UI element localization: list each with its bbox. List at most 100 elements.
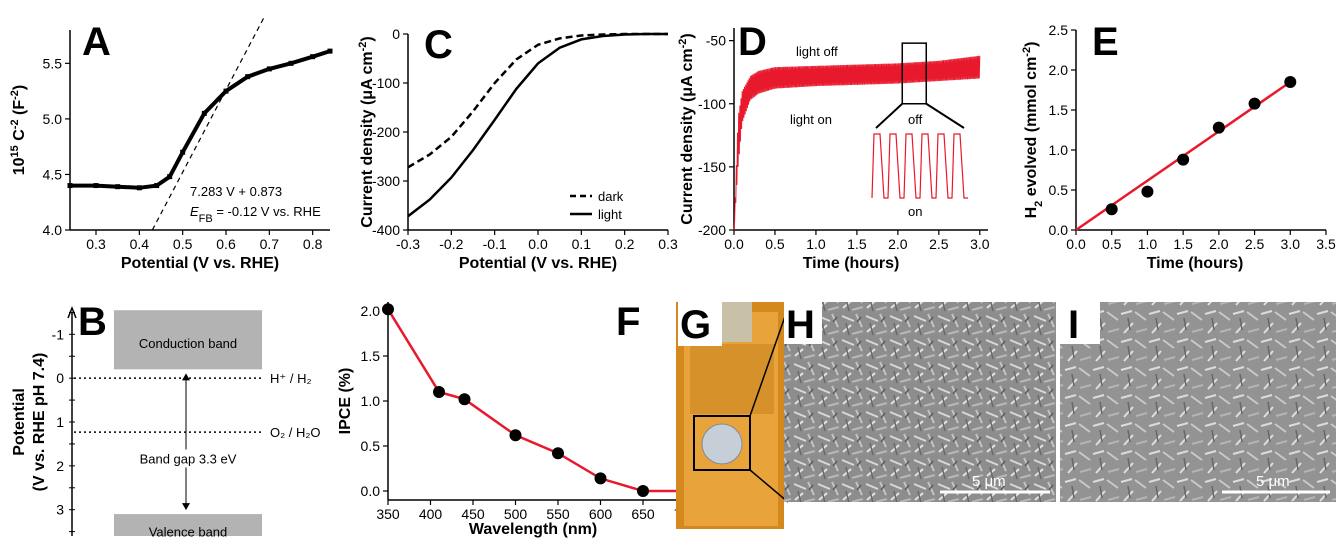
chart-a-ylabel-part-3: -2: [9, 119, 21, 129]
chart-d-xlabel: Time (hours): [803, 255, 900, 272]
chart-d-x-tick-label-2: 1.0: [806, 236, 826, 252]
chart-a-point-4: [154, 183, 160, 189]
chart-f-x-tick-label-1: 400: [419, 506, 443, 522]
chart-b-valence-label: Valence band: [149, 525, 228, 538]
chart-a-point-9: [245, 74, 251, 80]
sem-h-label-bg: [784, 302, 822, 344]
photo-g-electrode: [701, 423, 743, 465]
sem-i-scale-label: 5 μm: [1256, 473, 1290, 490]
panel-letter-d: D: [738, 20, 767, 64]
chart-b-h-label: H⁺ / H₂: [270, 371, 312, 386]
chart-c-ylabel: Current density (μA cm-2): [357, 36, 376, 227]
chart-f-ylabel: IPCE (%): [337, 368, 354, 435]
chart-a-efb-part-0: E: [190, 204, 199, 219]
chart-d-ylabel-part-2: ): [679, 33, 696, 38]
chart-a-y-tick-label-2: 5.0: [43, 111, 63, 127]
chart-c-legend-label-dark: dark: [598, 189, 624, 204]
chart-c-x-tick-label-5: 0.2: [615, 236, 635, 252]
chart-b-conduction-band: [114, 310, 262, 370]
chart-c-x-tick-label-3: 0.0: [528, 236, 548, 252]
chart-e-y-tick-label-5: 2.5: [1049, 22, 1069, 38]
chart-e-ylabel-part-3: -2: [1021, 47, 1033, 57]
chart-c-x-tick-label-6: 0.3: [658, 236, 678, 252]
chart-e-y-tick-label-3: 1.5: [1049, 102, 1069, 118]
photo-g-inset-box: [693, 415, 751, 471]
chart-e-x-tick-label-3: 1.5: [1173, 236, 1193, 252]
chart-f-x-tick-label-5: 600: [589, 506, 613, 522]
chart-c-legend-label-light: light: [598, 207, 622, 222]
chart-b-valence-band: [114, 514, 262, 536]
chart-c-x-tick-label-2: -0.1: [483, 236, 507, 252]
chart-a-x-tick-label-3: 0.6: [216, 236, 236, 252]
chart-b-y-axis-arrow: [67, 305, 77, 319]
chart-c-ylabel-part-1: -2: [357, 42, 369, 52]
chart-a-y-tick-label-3: 5.5: [43, 55, 63, 71]
chart-e-x-tick-label-0: 0.0: [1066, 236, 1086, 252]
chart-b-y-tick-label-4: 3: [56, 502, 64, 518]
sem-image-h: H 5 μm: [784, 302, 1056, 502]
chart-e-x-tick-label-5: 2.5: [1245, 236, 1265, 252]
chart-a-efb-part-1: FB: [199, 213, 213, 225]
chart-f-point-5: [594, 472, 607, 485]
chart-f-point-1: [433, 386, 445, 398]
chart-d-x-tick-label-4: 2.0: [888, 236, 908, 252]
chart-d-ylabel-part-0: Current density (μA cm: [679, 48, 696, 224]
panel-letter-b: B: [78, 300, 107, 344]
chart-d-zoom-box: [901, 42, 928, 105]
chart-d-ylabel: Current density (μA cm-2): [677, 33, 696, 224]
photo-g-label: G: [680, 303, 711, 347]
chart-d: 0.0 0.5 1.0 1.5 2.0 2.5 3.0 -50 -100 -150 -200 ligh…: [677, 28, 990, 272]
chart-f-point-3: [509, 429, 522, 442]
chart-b-y-tick-label-2: 1: [56, 414, 64, 430]
chart-d-series-line: [733, 55, 981, 231]
chart-a-point-0: [67, 183, 73, 189]
chart-f-x-tick-label-6: 650: [631, 506, 655, 522]
chart-b-conduction-label: Conduction band: [139, 336, 237, 351]
chart-f-y-tick-label-4: 2.0: [361, 303, 381, 319]
sem-image-i: I 5 μm: [1060, 302, 1336, 502]
chart-e-y-tick-label-2: 1.0: [1049, 142, 1069, 158]
chart-e-point-2: [1177, 153, 1190, 166]
chart-a-x-tick-label-2: 0.5: [173, 236, 193, 252]
chart-d-x-tick-label-5: 2.5: [929, 236, 949, 252]
chart-c: -0.3 -0.2 -0.1 0.0 0.1 0.2 0.3 0 -100 -200 -300 -40…: [357, 26, 678, 272]
chart-d-x-tick-label-0: 0.0: [724, 236, 744, 252]
chart-d-y-tick-label-0: -50: [706, 33, 726, 49]
sem-h-label: H: [786, 303, 815, 347]
chart-a-point-11: [288, 60, 294, 66]
chart-e-x-tick-label-4: 2.0: [1209, 236, 1229, 252]
chart-a-x-tick-label-4: 0.7: [260, 236, 280, 252]
chart-a-ylabel-part-6: ): [11, 85, 28, 90]
chart-e-ylabel-part-2: evolved (mmol cm: [1023, 57, 1040, 201]
chart-b-gap-label-bg: [124, 449, 254, 468]
chart-f-x-tick-label-4: 550: [546, 506, 570, 522]
chart-f-y-tick-label-2: 1.0: [361, 393, 381, 409]
chart-e-point-1: [1141, 185, 1154, 198]
chart-c-series-light: [407, 32, 668, 218]
chart-f: 3504004505005506006507000.00.51.01.52.0W…: [337, 302, 697, 538]
chart-d-ylabel-part-1: -2: [677, 39, 689, 49]
chart-c-y-tick-label-4: -400: [372, 222, 400, 238]
chart-d-inset-on: on: [908, 204, 922, 219]
chart-c-ylabel-part-0: Current density (μA cm: [359, 51, 376, 227]
chart-e-y-tick-label-4: 2.0: [1049, 62, 1069, 78]
chart-f-xlabel: Wavelength (nm): [469, 521, 597, 538]
chart-d-x-tick-label-1: 0.5: [765, 236, 785, 252]
chart-a-x-tick-label-1: 0.4: [130, 236, 150, 252]
chart-f-point-0: [382, 303, 394, 316]
chart-a-y-tick-label-1: 4.5: [43, 166, 63, 182]
chart-d-x-tick-label-6: 3.0: [970, 236, 990, 252]
chart-a-efb: EFB = -0.12 V vs. RHE: [190, 204, 321, 225]
chart-b-gap-arrow-down: [182, 503, 190, 511]
photo-g: G: [676, 302, 789, 529]
chart-e-x-tick-label-1: 0.5: [1102, 236, 1122, 252]
chart-a-ylabel-part-1: 15: [9, 145, 21, 157]
chart-f-y-tick-label-1: 0.5: [361, 438, 381, 454]
chart-d-inset-trace: [871, 133, 968, 199]
chart-d-y-tick-label-1: -100: [698, 96, 726, 112]
chart-a-point-6: [180, 149, 186, 155]
chart-e-x-tick-label-2: 1.0: [1138, 236, 1158, 252]
chart-d-label-light-on: light on: [790, 112, 832, 127]
chart-e-ylabel-part-0: H: [1023, 207, 1040, 219]
chart-d-x-tick-label-3: 1.5: [847, 236, 867, 252]
